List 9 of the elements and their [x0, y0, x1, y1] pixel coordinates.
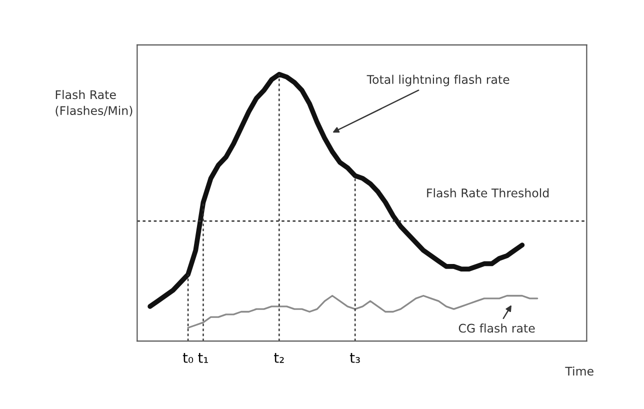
- x-tick-label: t₀: [182, 353, 194, 363]
- ref-line-label: Flash Rate Threshold: [427, 188, 549, 198]
- x-tick-label: t₃: [350, 353, 360, 363]
- annotation: Total lightning flash rate: [366, 74, 510, 86]
- x-tick-label: t₁: [198, 353, 208, 363]
- annotation: CG flash rate: [458, 324, 535, 333]
- x-tick-label: t₂: [274, 353, 284, 363]
- y-axis-title: Flash Rate (Flashes/Min): [56, 90, 132, 116]
- x-axis-title: Time: [565, 366, 594, 376]
